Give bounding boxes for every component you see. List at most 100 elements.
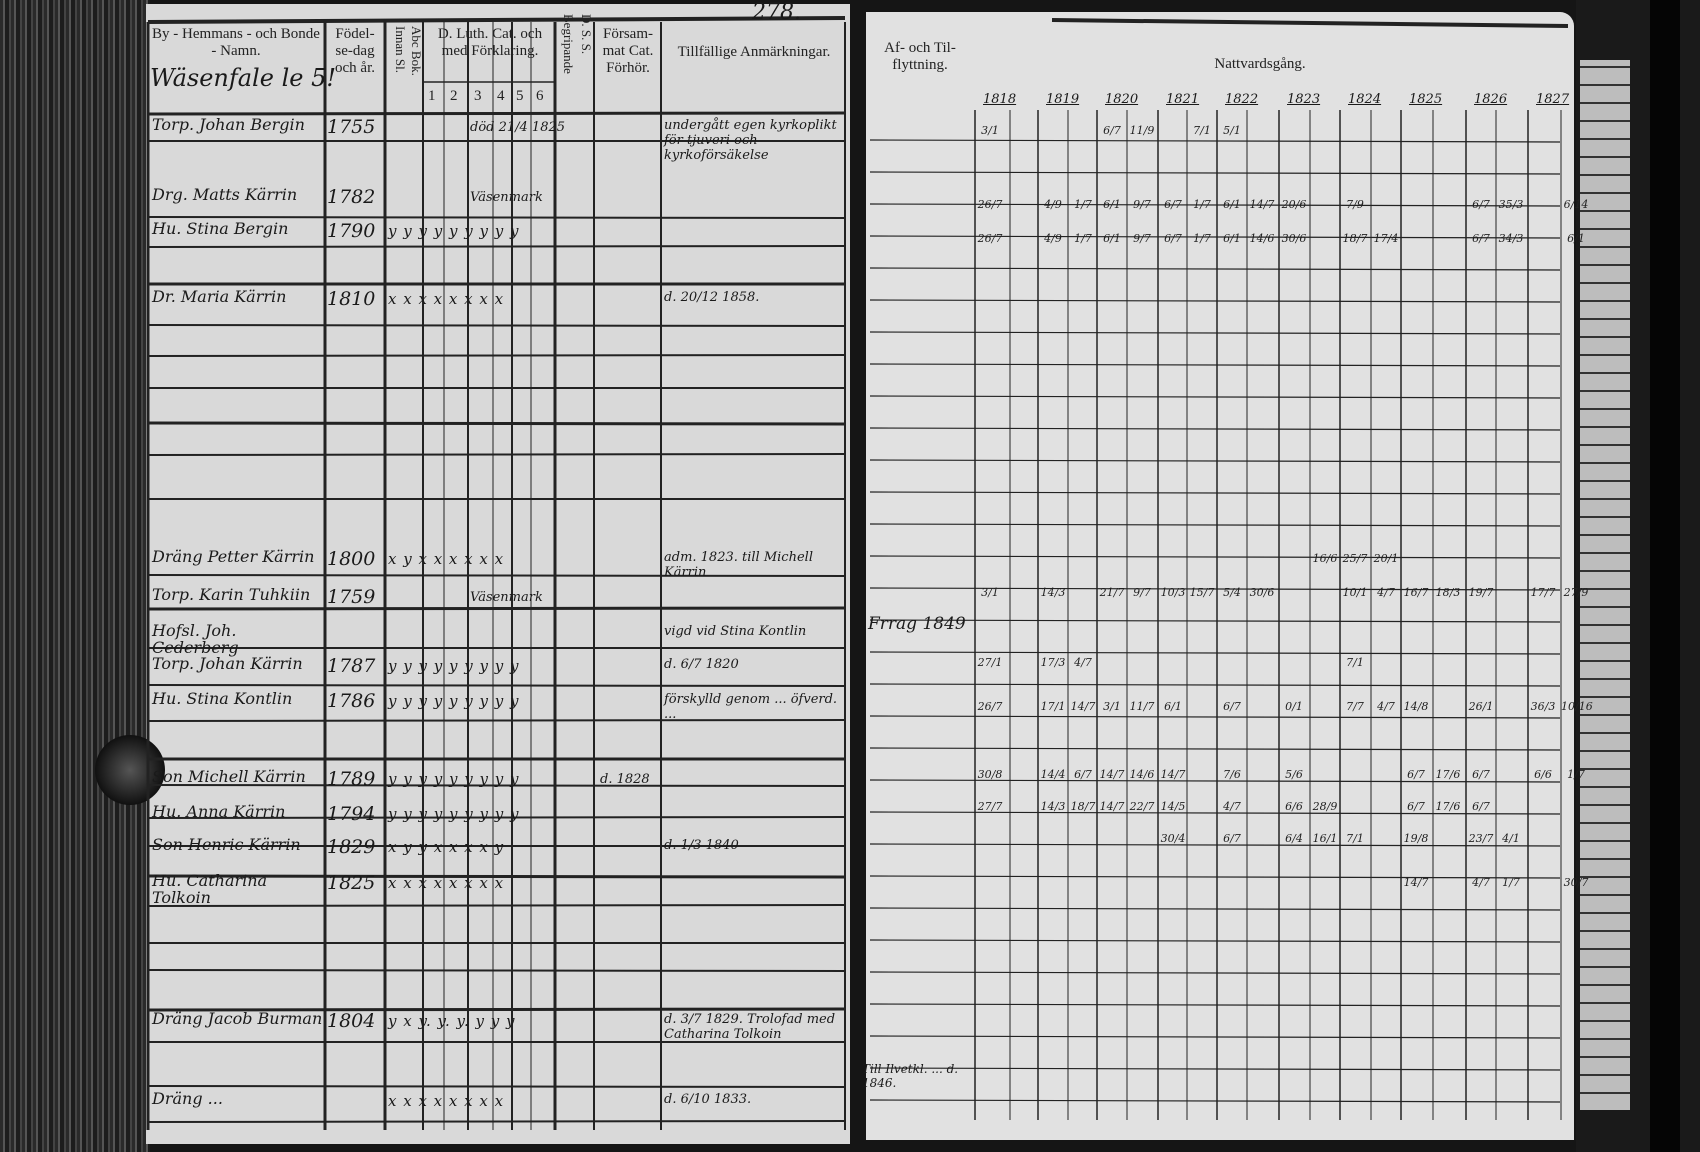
right-row-rule <box>869 875 1561 879</box>
row-rule <box>147 421 846 426</box>
communion-mark: 27/1 <box>977 656 1003 669</box>
catechism-col-number: 4 <box>497 88 505 104</box>
entry-birth-year: 1782 <box>327 186 376 208</box>
right-row-rule <box>869 1035 1561 1039</box>
communion-mark: 6/14 <box>1563 198 1589 211</box>
right-row-rule <box>869 171 1561 175</box>
communion-mark: 5/1 <box>1223 124 1241 137</box>
right-row-rule <box>869 299 1561 303</box>
header-name: By - Hemmans - och Bonde - Namn. <box>152 26 320 59</box>
communion-mark: 1/7 <box>1074 232 1092 245</box>
communion-mark: 4/7 <box>1223 800 1241 813</box>
communion-mark: 30/4 <box>1160 832 1186 845</box>
header-moving: Af- och Til-flyttning. <box>884 40 956 73</box>
entry-name: Hofsl. Joh. Cederberg <box>152 621 239 657</box>
communion-mark: 3/1 <box>981 124 999 137</box>
communion-mark: 1/7 <box>1567 768 1585 781</box>
communion-mark: 6/7 <box>1472 232 1490 245</box>
right-row-rule <box>869 363 1561 367</box>
catechism-col-number: 2 <box>450 88 458 104</box>
row-rule <box>147 1007 846 1012</box>
communion-year: 1822 <box>1225 92 1259 107</box>
communion-mark: 6/7 <box>1472 198 1490 211</box>
entry-birth-year: 1790 <box>327 220 376 242</box>
entry-name: Hu. Stina Kontlin <box>152 689 293 708</box>
right-row-rule <box>869 1067 1561 1071</box>
communion-mark: 14/4 <box>1040 768 1066 781</box>
row-rule <box>147 684 846 687</box>
communion-mark: 4/7 <box>1377 700 1395 713</box>
communion-mark: 6/7 <box>1223 700 1241 713</box>
communion-mark: 14/6 <box>1249 232 1275 245</box>
entry-birth-year: 1800 <box>327 548 376 570</box>
communion-mark: 23/7 <box>1468 832 1494 845</box>
communion-mark: 7/1 <box>1346 656 1364 669</box>
right-row-rule <box>869 203 1561 207</box>
communion-mark: 19/7 <box>1468 586 1494 599</box>
row-rule <box>147 784 846 787</box>
communion-mark: 1/7 <box>1193 232 1211 245</box>
communion-mark: 6/1 <box>1567 232 1585 245</box>
entry-name: Torp. Karin Tuhkiin <box>152 585 311 604</box>
communion-mark: 35/3 <box>1498 198 1524 211</box>
right-row-rule <box>869 459 1561 463</box>
row-rule <box>147 606 846 611</box>
header-catechism: D. Luth. Cat. och med Förklaring. <box>437 26 543 59</box>
communion-mark: 1/7 <box>1502 876 1520 889</box>
row-rule <box>147 111 846 116</box>
right-page <box>866 12 1574 1140</box>
communion-mark: 6/7 <box>1407 800 1425 813</box>
entry-catechism-marks: y y y y y y y y y <box>388 692 520 710</box>
right-row-rule <box>869 779 1561 783</box>
communion-mark: 9/7 <box>1133 198 1151 211</box>
communion-mark: 6/4 <box>1285 832 1303 845</box>
right-row-rule <box>869 1003 1561 1007</box>
entry-birth-year: 1810 <box>327 288 376 310</box>
header-communion: Nattvardsgång. <box>1214 56 1306 72</box>
communion-mark: 6/7 <box>1223 832 1241 845</box>
communion-mark: 4/7 <box>1472 876 1490 889</box>
entry-remark: d. 6/7 1820 <box>664 657 739 672</box>
communion-mark: 6/1 <box>1103 232 1121 245</box>
communion-mark: 14/3 <box>1040 586 1066 599</box>
communion-mark: 7/6 <box>1223 768 1241 781</box>
communion-mark: 16/7 <box>1403 586 1429 599</box>
communion-mark: 19/8 <box>1403 832 1429 845</box>
entry-remark: förskylld genom ... öfverd. ... <box>664 692 838 722</box>
communion-year: 1821 <box>1166 92 1200 107</box>
entry-remark: undergått egen kyrkoplikt för tjuveri oc… <box>664 118 837 163</box>
communion-mark: 14/7 <box>1160 768 1186 781</box>
communion-mark: 10/3 <box>1160 586 1186 599</box>
entry-name: Dräng Jacob Burman <box>152 1009 323 1028</box>
right-row-rule <box>869 683 1561 687</box>
communion-mark: 9/7 <box>1133 232 1151 245</box>
communion-mark: 6/7 <box>1472 800 1490 813</box>
communion-mark: 3/1 <box>981 586 999 599</box>
right-row-rule <box>869 1099 1561 1103</box>
communion-mark: 25/7 <box>1342 552 1368 565</box>
right-row-rule <box>869 907 1561 911</box>
entry-note: Väsenmark <box>470 190 543 205</box>
entry-catechism-marks: x x x x x x x x <box>388 1092 505 1110</box>
header-begripande: Begripande <box>561 14 576 74</box>
catechism-col-number: 6 <box>536 88 544 104</box>
communion-mark: 18/7 <box>1070 800 1096 813</box>
communion-mark: 26/7 <box>977 198 1003 211</box>
catechism-col-number: 5 <box>516 88 524 104</box>
entry-remark: d. 1/3 1840 <box>664 838 739 853</box>
header-abc: Abc Bok. Innan Sl. <box>393 26 424 76</box>
right-row-rule <box>869 331 1561 335</box>
communion-year: 1819 <box>1046 92 1080 107</box>
communion-mark: 10/16 <box>1561 700 1593 713</box>
entry-catechism-marks: y y y y y y y y y <box>388 657 520 675</box>
entry-catechism-marks: y x y. y. y. y y y <box>388 1012 516 1030</box>
entry-note: d. 1828 <box>600 772 650 787</box>
entry-catechism-marks: y y y y y y y y y <box>388 805 520 823</box>
row-rule <box>147 719 846 722</box>
communion-mark: 4/9 <box>1044 198 1062 211</box>
communion-mark: 6/1 <box>1223 232 1241 245</box>
communion-mark: 20/1 <box>1373 552 1399 565</box>
communion-year: 1818 <box>983 92 1017 107</box>
entry-birth-year: 1787 <box>327 655 376 677</box>
row-rule <box>147 324 846 327</box>
